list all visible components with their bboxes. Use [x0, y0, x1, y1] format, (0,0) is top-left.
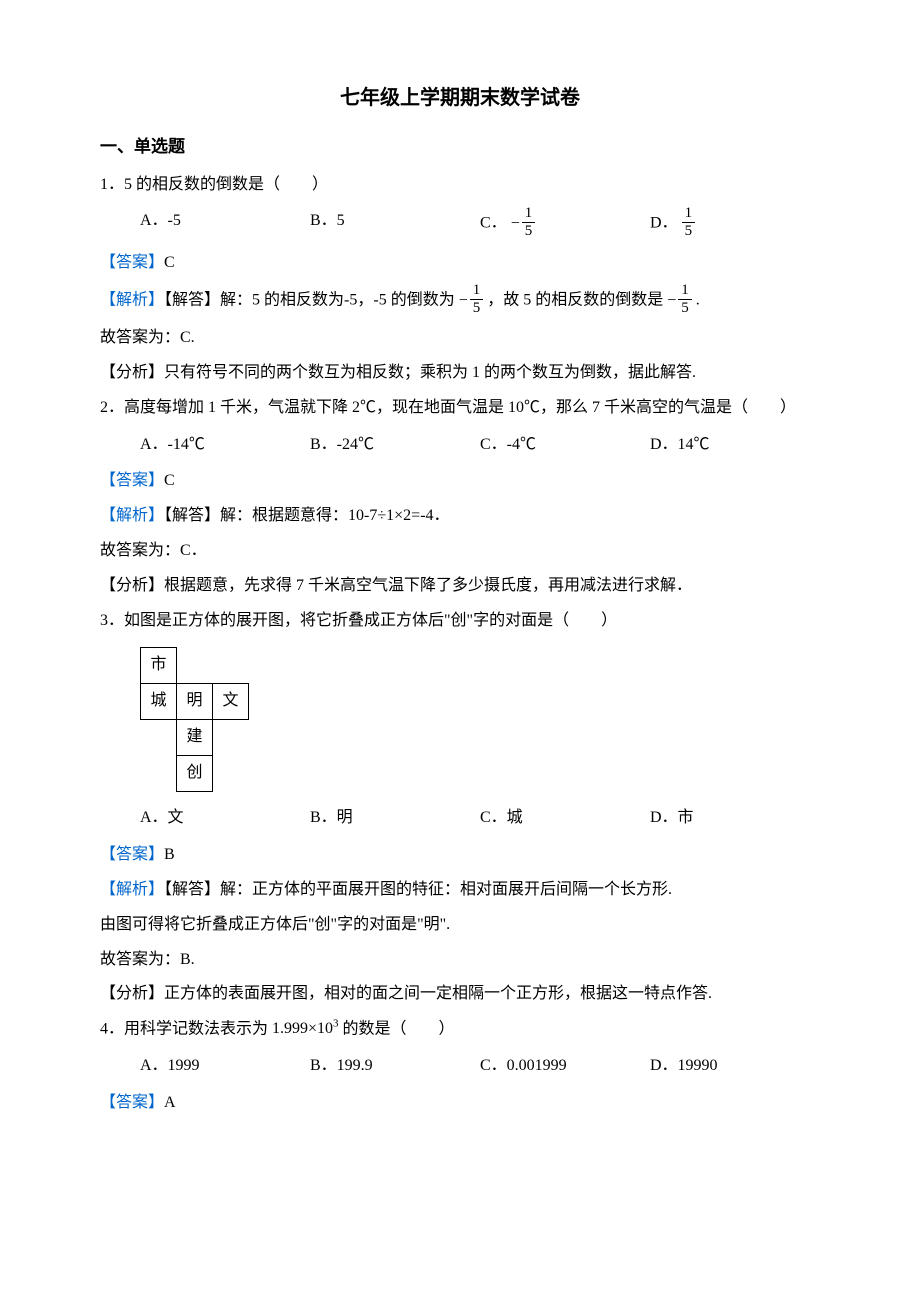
q1-af1-den: 5 — [470, 300, 484, 317]
analysis-sub: 【解答】 — [164, 881, 220, 898]
q1-fenxi-text: 只有符号不同的两个数互为相反数；乘积为 1 的两个数互为倒数，据此解答. — [164, 364, 696, 381]
q1-ana-t1: 解：5 的相反数为-5，-5 的倒数为 — [220, 292, 459, 309]
answer-label: 【答案】 — [100, 1094, 164, 1111]
q4-opt-b: B．199.9 — [310, 1052, 480, 1081]
fenxi-label: 【分析】 — [100, 577, 164, 594]
answer-label: 【答案】 — [100, 254, 164, 271]
q1-c-den: 5 — [522, 223, 536, 240]
q1-answer-val: C — [164, 254, 175, 271]
q1-d-num: 1 — [682, 205, 696, 223]
q1-ana-frac2: − 1 5 — [667, 284, 692, 318]
q4-suffix: 的数是（ ） — [339, 1020, 455, 1037]
net-r3c2: 建 — [177, 720, 213, 756]
q1-analysis: 【解析】【解答】解：5 的相反数为-5，-5 的倒数为 − 1 5 ，故 5 的… — [100, 284, 820, 318]
q3-fenxi: 【分析】正方体的表面展开图，相对的面之间一定相隔一个正方形，根据这一特点作答. — [100, 980, 820, 1009]
net-r2c1: 城 — [141, 684, 177, 720]
q4-answer-val: A — [164, 1094, 176, 1111]
q2-fenxi-text: 根据题意，先求得 7 千米高空气温下降了多少摄氏度，再用减法进行求解． — [164, 577, 692, 594]
question-1: 1．5 的相反数的倒数是（ ） — [100, 171, 820, 200]
q3-fenxi-text: 正方体的表面展开图，相对的面之间一定相隔一个正方形，根据这一特点作答. — [164, 985, 712, 1002]
section-heading: 一、单选题 — [100, 132, 820, 163]
fenxi-label: 【分析】 — [100, 985, 164, 1002]
q3-answer-val: B — [164, 846, 175, 863]
q2-options: A．-14℃ B．-24℃ C．-4℃ D．14℃ — [100, 431, 820, 460]
q3-opt-a: A．文 — [140, 804, 310, 833]
q1-opt-c-prefix: C． — [480, 215, 507, 232]
q1-c-num: 1 — [522, 205, 536, 223]
q1-af1-num: 1 — [470, 282, 484, 300]
q2-answer-val: C — [164, 472, 175, 489]
q1-d-den: 5 — [682, 223, 696, 240]
q2-analysis: 【解析】【解答】解：根据题意得：10-7÷1×2=-4． — [100, 502, 820, 531]
q3-analysis2: 由图可得将它折叠成正方体后"创"字的对面是"明". — [100, 911, 820, 940]
cube-net-figure: 市 城 明 文 建 创 — [140, 647, 820, 792]
analysis-label: 【解析】 — [100, 507, 164, 524]
q1-conclusion: 故答案为：C. — [100, 324, 820, 353]
analysis-sub: 【解答】 — [164, 292, 220, 309]
page-title: 七年级上学期期末数学试卷 — [100, 80, 820, 116]
q1-options: A．-5 B．5 C． − 1 5 D． 1 5 — [100, 207, 820, 241]
analysis-label: 【解析】 — [100, 292, 164, 309]
q1-opt-b: B．5 — [310, 207, 480, 241]
net-r1c1: 市 — [141, 648, 177, 684]
net-r2c3: 文 — [213, 684, 249, 720]
answer-label: 【答案】 — [100, 846, 164, 863]
q4-opt-a: A．1999 — [140, 1052, 310, 1081]
q2-fenxi: 【分析】根据题意，先求得 7 千米高空气温下降了多少摄氏度，再用减法进行求解． — [100, 572, 820, 601]
question-4: 4．用科学记数法表示为 1.999×103 的数是（ ） — [100, 1015, 820, 1044]
q2-ana-text: 解：根据题意得：10-7÷1×2=-4． — [220, 507, 450, 524]
q4-sci: 1.999×103 — [272, 1020, 339, 1037]
q1-opt-d-prefix: D． — [650, 215, 678, 232]
q1-opt-c-fraction: − 1 5 — [511, 207, 536, 241]
q3-analysis: 【解析】【解答】解：正方体的平面展开图的特征：相对面展开后间隔一个长方形. — [100, 876, 820, 905]
q1-ana-frac1: − 1 5 — [459, 284, 484, 318]
q3-opt-b: B．明 — [310, 804, 480, 833]
fenxi-label: 【分析】 — [100, 364, 164, 381]
answer-label: 【答案】 — [100, 472, 164, 489]
q4-prefix: 4．用科学记数法表示为 — [100, 1020, 272, 1037]
q4-opt-d: D．19990 — [650, 1052, 820, 1081]
q1-answer: 【答案】C — [100, 249, 820, 278]
minus-sign: − — [667, 287, 676, 316]
q2-conclusion: 故答案为：C． — [100, 537, 820, 566]
minus-sign: − — [511, 210, 520, 239]
q3-opt-d: D．市 — [650, 804, 820, 833]
net-r4c2: 创 — [177, 756, 213, 792]
q2-answer: 【答案】C — [100, 467, 820, 496]
analysis-label: 【解析】 — [100, 881, 164, 898]
question-3: 3．如图是正方体的展开图，将它折叠成正方体后"创"字的对面是（ ） — [100, 607, 820, 636]
q1-text: 1．5 的相反数的倒数是（ ） — [100, 176, 328, 193]
q2-opt-c: C．-4℃ — [480, 431, 650, 460]
q4-answer: 【答案】A — [100, 1089, 820, 1118]
minus-sign: − — [459, 287, 468, 316]
q1-af2-num: 1 — [678, 282, 692, 300]
q1-opt-c: C． − 1 5 — [480, 207, 650, 241]
q1-ana-t2: ，故 5 的相反数的倒数是 — [487, 292, 667, 309]
q3-opt-c: C．城 — [480, 804, 650, 833]
q3-ana-text: 解：正方体的平面展开图的特征：相对面展开后间隔一个长方形. — [220, 881, 672, 898]
q1-af2-den: 5 — [678, 300, 692, 317]
q1-opt-d-fraction: 1 5 — [682, 205, 696, 239]
q2-opt-d: D．14℃ — [650, 431, 820, 460]
q1-opt-a: A．-5 — [140, 207, 310, 241]
question-2: 2．高度每增加 1 千米，气温就下降 2℃，现在地面气温是 10℃，那么 7 千… — [100, 394, 820, 423]
q1-ana-t3: . — [696, 292, 700, 309]
q3-answer: 【答案】B — [100, 841, 820, 870]
net-r2c2: 明 — [177, 684, 213, 720]
q1-fenxi: 【分析】只有符号不同的两个数互为相反数；乘积为 1 的两个数互为倒数，据此解答. — [100, 359, 820, 388]
q4-opt-c: C．0.001999 — [480, 1052, 650, 1081]
q3-conclusion: 故答案为：B. — [100, 946, 820, 975]
q4-options: A．1999 B．199.9 C．0.001999 D．19990 — [100, 1052, 820, 1081]
q2-opt-b: B．-24℃ — [310, 431, 480, 460]
q3-options: A．文 B．明 C．城 D．市 — [100, 804, 820, 833]
q4-sci-base: 1.999×10 — [272, 1020, 333, 1037]
q1-opt-d: D． 1 5 — [650, 207, 820, 241]
q2-opt-a: A．-14℃ — [140, 431, 310, 460]
analysis-sub: 【解答】 — [164, 507, 220, 524]
